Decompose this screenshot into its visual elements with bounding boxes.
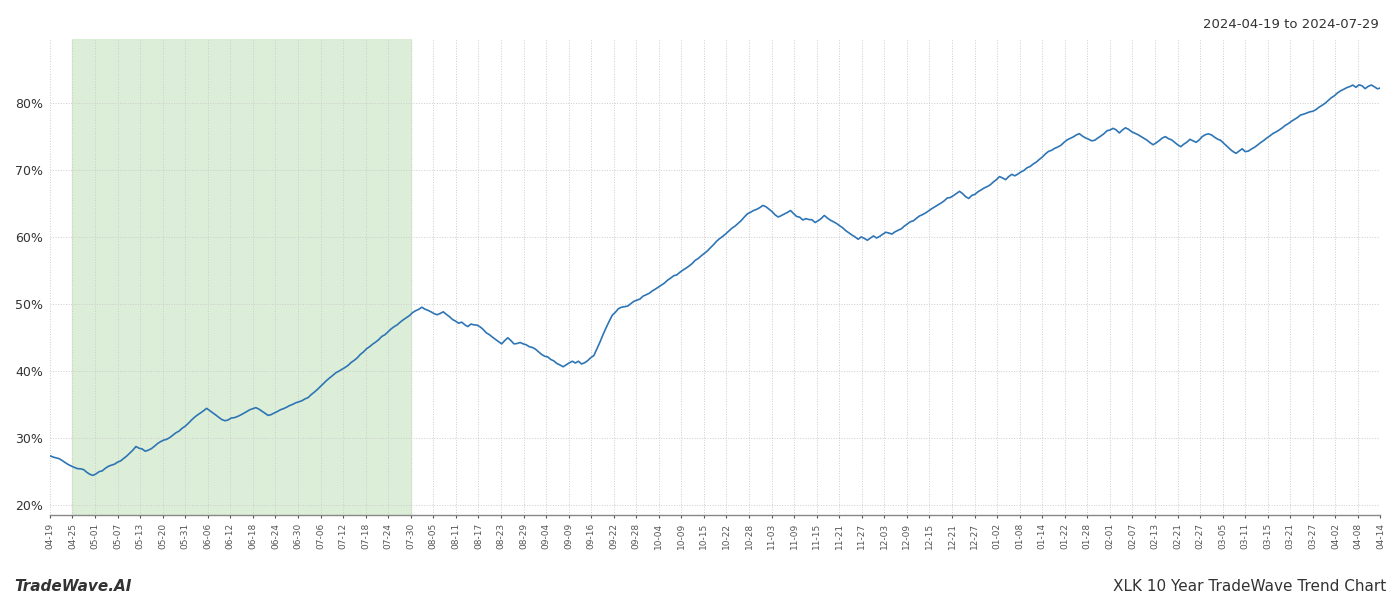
Text: XLK 10 Year TradeWave Trend Chart: XLK 10 Year TradeWave Trend Chart bbox=[1113, 579, 1386, 594]
Text: 2024-04-19 to 2024-07-29: 2024-04-19 to 2024-07-29 bbox=[1203, 18, 1379, 31]
Text: TradeWave.AI: TradeWave.AI bbox=[14, 579, 132, 594]
Bar bbox=[73, 39, 410, 515]
